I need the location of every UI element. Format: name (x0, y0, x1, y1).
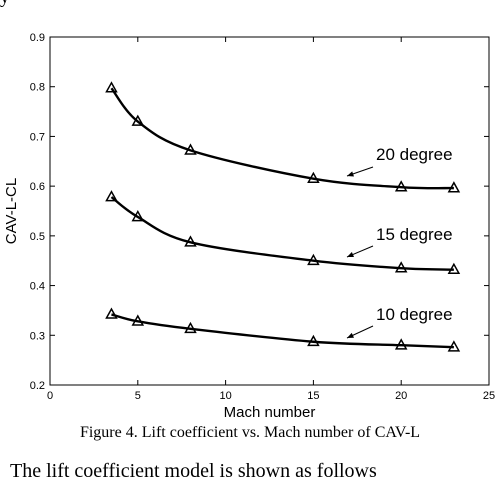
x-tick-label: 25 (483, 390, 495, 402)
series-lines (105, 81, 461, 352)
x-tick-label: 5 (135, 390, 141, 402)
data-point-triangle (307, 171, 320, 184)
series-line-0 (110, 87, 454, 190)
y-tick-label: 0.4 (30, 281, 45, 293)
y-tick-label: 0.5 (30, 231, 45, 243)
data-point-triangle (184, 235, 197, 247)
data-point-triangle (394, 338, 408, 350)
series-label-arrowhead-0 (347, 171, 354, 177)
y-tick-label: 0.6 (30, 181, 45, 193)
series-line-2 (111, 313, 454, 349)
series-label-arrowhead-1 (347, 251, 354, 257)
y-tick-label: 0.9 (30, 32, 45, 44)
data-point-triangle (447, 262, 461, 275)
y-axis-title: CAV-L-CL (3, 178, 20, 244)
series-labels: 20 degree 15 degree 10 degree (346, 145, 453, 339)
data-point-triangle (394, 180, 408, 192)
data-point-triangle (105, 81, 118, 93)
data-point-triangle (447, 340, 461, 352)
axes (49, 36, 490, 386)
data-point-triangle (394, 261, 408, 273)
x-tick-label: 0 (47, 390, 53, 402)
data-point-triangle (105, 190, 118, 202)
page-top-text-fragment: y · · (0, 0, 500, 9)
y-tick-label: 0.7 (30, 131, 45, 143)
page-bottom-text-fragment: The lift coefficient model is shown as f… (10, 460, 377, 482)
lift-coefficient-chart: 0 5 10 15 20 25 0.2 0.3 0.4 0.5 0.6 0.7 0.8 0.9 20 de… (3, 32, 495, 420)
data-point-triangle (307, 334, 320, 347)
y-tick-label: 0.8 (30, 82, 45, 94)
x-tick-label: 15 (307, 390, 319, 402)
data-point-triangle (447, 181, 461, 193)
axis-ticks: 0 5 10 15 20 25 0.2 0.3 0.4 0.5 0.6 0.7 0.8 0.9 (30, 32, 495, 402)
series-label-0: 20 degree (376, 145, 453, 164)
series-label-arrowhead-2 (347, 332, 354, 338)
data-point-triangle (131, 314, 145, 326)
data-point-triangle (184, 321, 197, 334)
y-tick-label: 0.2 (30, 380, 45, 392)
x-tick-label: 20 (395, 390, 407, 402)
x-axis-title: Mach number (224, 404, 316, 420)
data-point-triangle (131, 114, 145, 126)
series-line-1 (110, 196, 454, 271)
series-label-2: 10 degree (376, 305, 453, 324)
plot-frame (49, 36, 490, 386)
data-point-triangle (105, 307, 118, 319)
figure-caption: Figure 4. Lift coefficient vs. Mach numb… (79, 424, 421, 441)
x-tick-label: 10 (219, 390, 231, 402)
series-label-1: 15 degree (376, 225, 453, 244)
data-point-triangle (184, 143, 197, 155)
y-tick-label: 0.3 (30, 330, 45, 342)
data-point-triangle (307, 253, 320, 266)
data-point-triangle (131, 210, 145, 222)
